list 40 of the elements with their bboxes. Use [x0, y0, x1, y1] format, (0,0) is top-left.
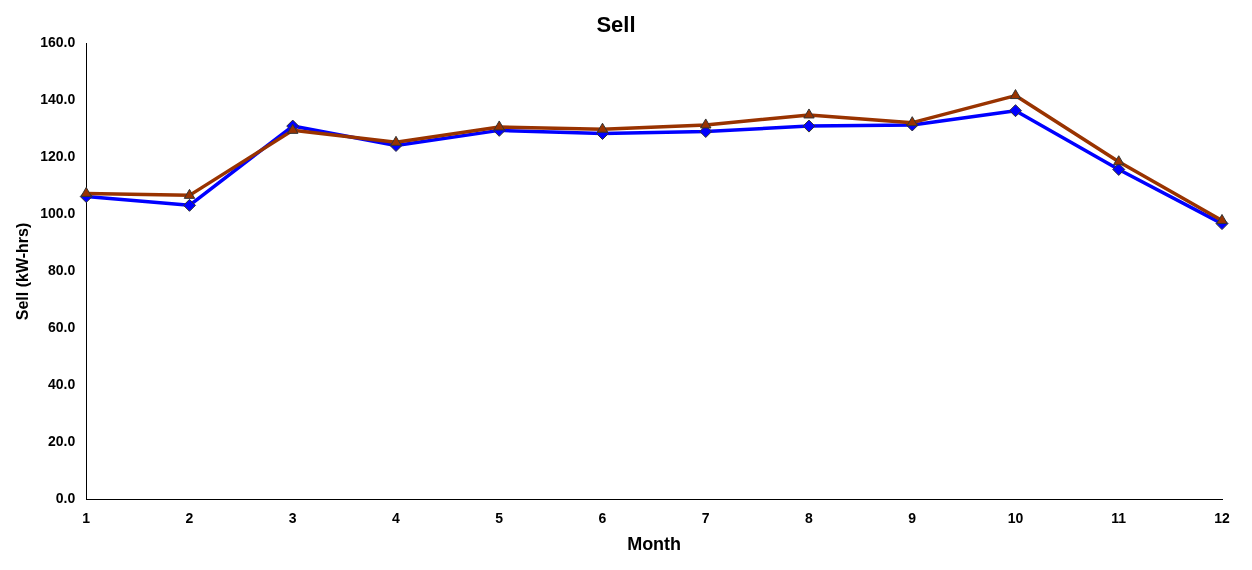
y-tick-label: 60.0	[47, 319, 76, 336]
point	[802, 119, 816, 133]
y-tick-label: 80.0	[47, 262, 76, 279]
x-tick-label: 6	[598, 509, 607, 526]
point	[1009, 104, 1022, 118]
chart-title: Sell	[596, 12, 636, 38]
point	[1009, 89, 1022, 100]
x-tick-label: 9	[908, 509, 917, 526]
point	[493, 120, 505, 131]
point	[287, 123, 299, 134]
point	[906, 116, 918, 127]
point	[700, 118, 712, 129]
point	[1112, 162, 1126, 176]
y-tick-label: 160.0	[40, 34, 76, 51]
point	[596, 122, 609, 133]
x-tick-label: 12	[1214, 509, 1230, 526]
y-tick-label: 40.0	[47, 376, 76, 393]
x-tick-label: 2	[185, 509, 194, 526]
x-tick-label: 3	[288, 509, 297, 526]
x-tick-label: 11	[1111, 509, 1127, 526]
point	[1216, 213, 1228, 224]
point	[803, 108, 815, 119]
y-tick-label: 0.0	[55, 490, 76, 507]
x-tick-label: 5	[495, 509, 504, 526]
x-tick-label: 7	[701, 509, 710, 526]
point	[1113, 155, 1125, 166]
x-tick-label: 4	[392, 509, 401, 526]
y-tick-label: 100.0	[40, 205, 76, 222]
x-tick-label: 10	[1007, 509, 1024, 526]
x-tick-label: 8	[805, 509, 814, 526]
point	[390, 135, 402, 146]
y-axis-title: Sell (kW-hrs)	[14, 222, 32, 321]
y-tick-label: 20.0	[47, 433, 76, 450]
y-tick-label: 140.0	[40, 91, 76, 108]
point	[80, 186, 92, 197]
x-tick-label: 1	[82, 509, 91, 526]
x-axis-title: Month	[627, 534, 682, 555]
point	[183, 188, 196, 199]
y-tick-label: 120.0	[40, 148, 76, 165]
point	[182, 198, 196, 212]
